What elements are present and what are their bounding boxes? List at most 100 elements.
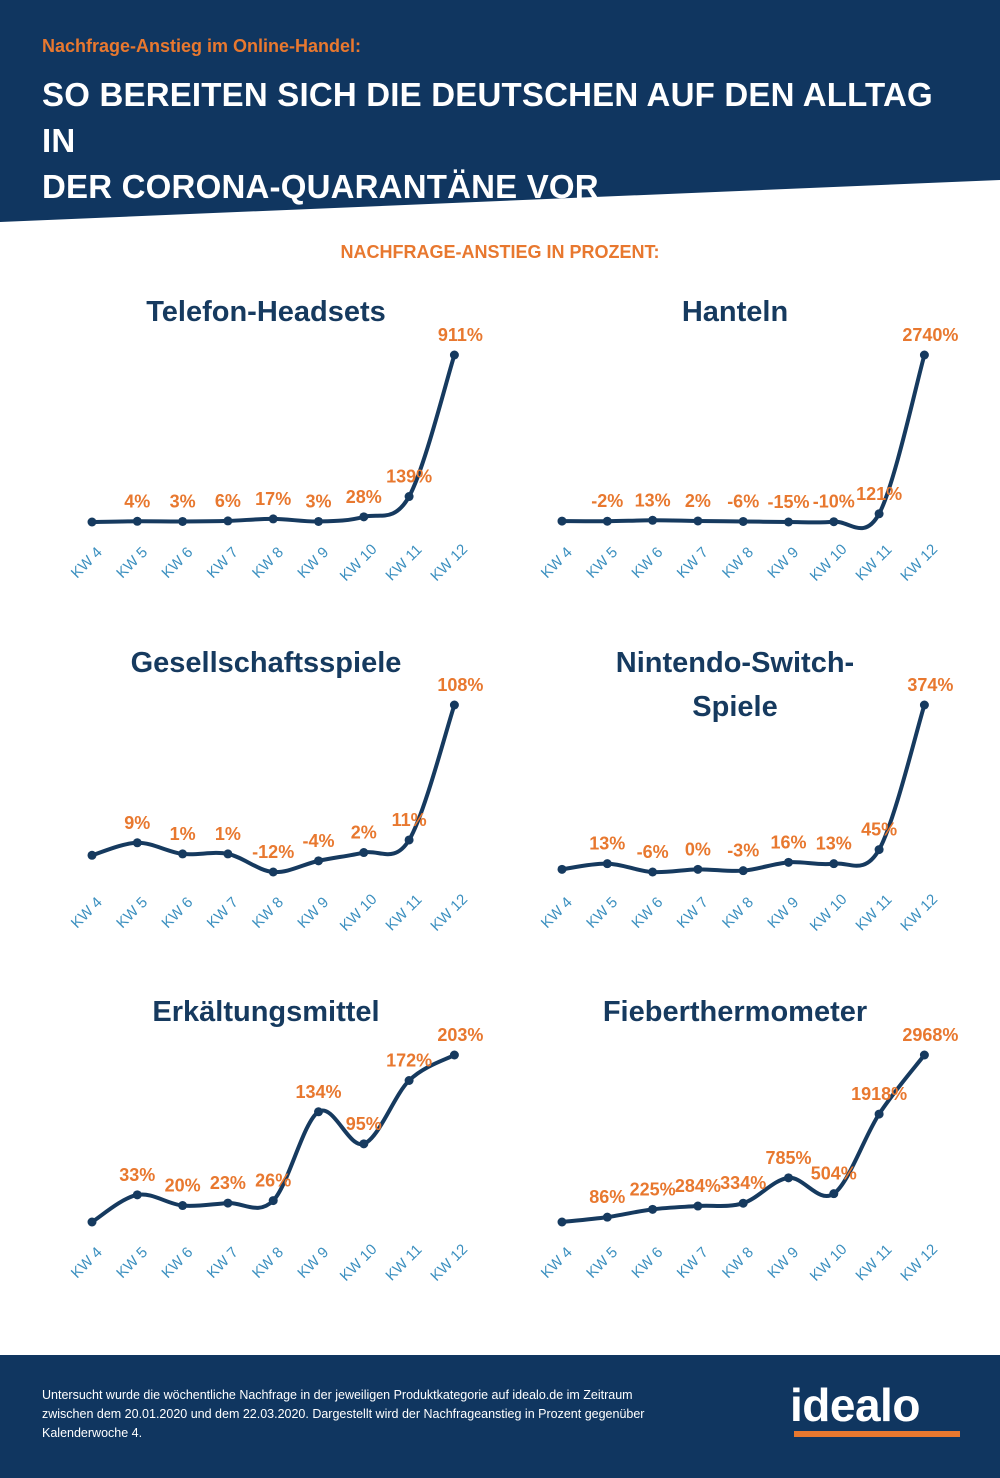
- x-tick-label: KW 5: [113, 544, 151, 582]
- x-tick-label: KW 8: [249, 894, 287, 932]
- data-label: 28%: [346, 487, 382, 507]
- data-point: [829, 517, 839, 527]
- chart-title-line-1: Nintendo-Switch-: [615, 647, 855, 679]
- x-tick-label: KW 12: [897, 541, 941, 585]
- x-tick-label: KW 10: [807, 541, 851, 585]
- x-tick-label: KW 5: [113, 894, 151, 932]
- data-label: 284%: [675, 1176, 721, 1196]
- line-chart-telefon-headsets: KW 4 4% KW 5 3% KW 6 6% KW 7 17% KW 8 3% KW 9 28% KW…: [68, 325, 483, 585]
- data-label: 26%: [255, 1171, 291, 1191]
- data-label: 13%: [816, 834, 852, 854]
- data-point: [314, 856, 323, 866]
- x-tick-label: KW 8: [249, 1244, 287, 1282]
- data-point: [87, 1217, 97, 1227]
- x-tick-label: KW 6: [158, 894, 196, 932]
- footer: [0, 1355, 1000, 1478]
- chart-title-telefon-headsets: Telefon-Headsets: [146, 296, 386, 328]
- data-point: [132, 516, 142, 526]
- x-tick-label: KW 9: [294, 544, 332, 582]
- data-point: [557, 864, 567, 874]
- x-tick-label: KW 5: [583, 894, 621, 932]
- data-label: -12%: [252, 842, 294, 862]
- data-point: [693, 516, 703, 526]
- data-label: -6%: [637, 842, 669, 862]
- data-point: [557, 516, 567, 526]
- chart-title-erkaeltungsmittel: Erkältungsmittel: [152, 996, 380, 1028]
- data-label: 17%: [255, 489, 291, 509]
- data-label: 2%: [685, 491, 711, 511]
- data-point: [359, 1139, 369, 1149]
- data-point: [602, 1212, 612, 1222]
- data-point: [919, 700, 929, 710]
- data-point: [404, 835, 414, 845]
- data-point: [178, 849, 188, 859]
- data-label: 2968%: [902, 1025, 958, 1045]
- data-label: -10%: [813, 492, 855, 512]
- x-tick-label: KW 11: [382, 891, 425, 934]
- x-tick-label: KW 12: [427, 891, 471, 935]
- x-tick-label: KW 12: [897, 1241, 941, 1285]
- data-point: [268, 514, 278, 524]
- x-tick-label: KW 7: [674, 544, 712, 582]
- data-label: 139%: [386, 467, 432, 487]
- data-label: 13%: [589, 834, 625, 854]
- chart-title-hanteln: Hanteln: [681, 296, 789, 328]
- x-tick-label: KW 6: [158, 544, 196, 582]
- x-tick-label: KW 6: [628, 544, 666, 582]
- page-title-line-2: DER CORONA-QUARANTÄNE VOR: [42, 168, 599, 205]
- data-label: 3%: [305, 491, 331, 511]
- data-point: [784, 857, 793, 867]
- data-point: [268, 1196, 278, 1206]
- section-subtitle: NACHFRAGE-ANSTIEG IN PROZENT:: [340, 242, 660, 262]
- data-point: [874, 845, 884, 855]
- x-tick-label: KW 4: [538, 544, 576, 582]
- chart-title-nintendo-switch-spiele: Nintendo-Switch- Spiele: [535, 641, 935, 729]
- data-point: [359, 512, 369, 522]
- data-point: [132, 1190, 142, 1200]
- data-point: [874, 509, 884, 519]
- data-label: 0%: [685, 839, 711, 859]
- data-label: -3%: [727, 841, 759, 861]
- data-point: [648, 515, 658, 525]
- x-tick-label: KW 11: [382, 541, 425, 584]
- page-title: SO BEREITEN SICH DIE DEUTSCHEN AUF DEN A…: [42, 72, 942, 210]
- header-background: [0, 0, 1000, 222]
- data-label: 225%: [630, 1179, 676, 1199]
- data-label: 3%: [170, 491, 196, 511]
- x-tick-label: KW 9: [764, 544, 802, 582]
- data-label: 13%: [635, 490, 671, 510]
- data-point: [449, 700, 459, 710]
- page-title-line-1: SO BEREITEN SICH DIE DEUTSCHEN AUF DEN A…: [42, 76, 933, 159]
- data-label: 95%: [346, 1114, 382, 1134]
- data-point: [223, 849, 233, 859]
- data-point: [359, 848, 369, 858]
- x-tick-label: KW 10: [807, 1241, 851, 1285]
- data-label: 6%: [215, 491, 241, 511]
- data-point: [449, 1050, 459, 1060]
- x-tick-label: KW 11: [852, 541, 895, 584]
- data-label: 134%: [295, 1082, 341, 1102]
- data-point: [738, 516, 748, 526]
- data-point: [602, 516, 612, 526]
- x-tick-label: KW 8: [719, 1244, 757, 1282]
- data-label: 23%: [210, 1173, 246, 1193]
- data-label: 203%: [437, 1025, 483, 1045]
- data-point: [404, 492, 414, 502]
- x-tick-label: KW 9: [294, 1244, 332, 1282]
- data-label: 1%: [215, 824, 241, 844]
- x-tick-label: KW 5: [113, 1244, 151, 1282]
- line-chart-nintendo-switch-spiele: KW 4 13% KW 5 -6% KW 6 0% KW 7 -3% KW 8 16% KW 9 13…: [538, 675, 954, 935]
- data-point: [602, 859, 612, 869]
- x-tick-label: KW 8: [719, 894, 757, 932]
- data-point: [314, 516, 323, 526]
- x-tick-label: KW 12: [427, 541, 471, 585]
- data-label: 911%: [438, 325, 483, 345]
- x-tick-label: KW 4: [538, 1244, 576, 1282]
- data-point: [829, 1189, 839, 1199]
- x-tick-label: KW 7: [204, 1244, 242, 1282]
- data-point: [87, 850, 97, 860]
- chart-title-fieberthermometer: Fieberthermometer: [602, 996, 868, 1028]
- data-point: [178, 1201, 188, 1211]
- data-point: [223, 1198, 233, 1208]
- data-label: 504%: [811, 1164, 857, 1184]
